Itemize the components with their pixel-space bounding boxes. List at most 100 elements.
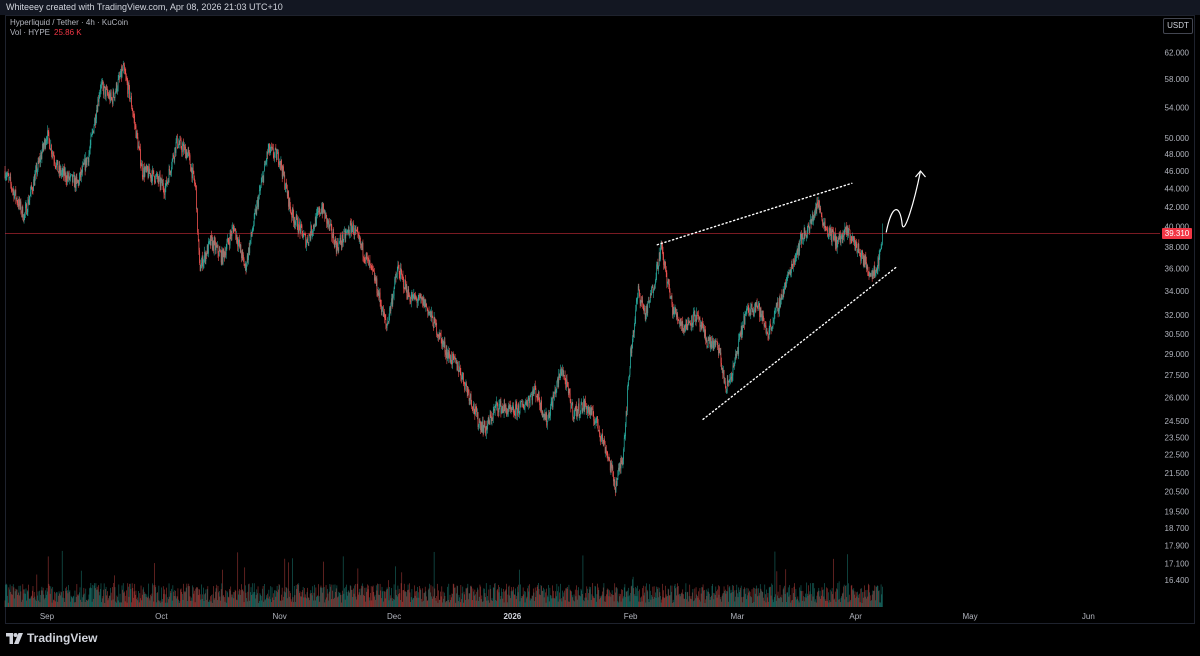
candle-body — [309, 235, 311, 238]
candle-body — [65, 172, 66, 178]
volume-bar — [199, 589, 200, 607]
candle-body — [587, 409, 588, 414]
candle-body — [514, 413, 516, 417]
footer — [0, 624, 1200, 656]
candle-body — [482, 421, 483, 432]
volume-bar — [374, 594, 376, 607]
candle-body — [295, 215, 297, 222]
candle-body — [305, 234, 307, 248]
candle-body — [437, 334, 439, 336]
time-tick-label: Feb — [624, 612, 638, 621]
volume-bar — [352, 596, 354, 607]
volume-bar — [466, 587, 468, 607]
candle-body — [341, 234, 343, 246]
volume-bar — [189, 586, 190, 607]
candle-body — [541, 412, 543, 414]
candle-body — [560, 369, 562, 375]
candle-body — [862, 250, 863, 256]
volume-bar — [215, 591, 216, 607]
candle-body — [430, 311, 432, 318]
volume-bar — [776, 571, 778, 607]
candle-body — [404, 280, 406, 290]
candle-body — [408, 296, 410, 297]
volume-bar — [231, 597, 233, 607]
volume-bar — [729, 586, 731, 607]
volume-bar — [159, 601, 160, 607]
candle-body — [630, 348, 631, 368]
volume-bar — [243, 602, 245, 607]
candle-body — [179, 139, 181, 145]
volume-bar — [854, 594, 855, 607]
candle-body — [542, 412, 544, 418]
volume-bar — [730, 593, 731, 607]
candle-body — [536, 395, 537, 397]
volume-bar — [543, 597, 545, 607]
candle-body — [650, 294, 652, 296]
volume-bar — [249, 600, 251, 607]
candle-body — [790, 272, 792, 274]
candle-body — [477, 412, 479, 428]
volume-bar — [794, 583, 795, 607]
volume-bar — [649, 590, 651, 607]
volume-bar — [833, 558, 834, 607]
candle-body — [625, 423, 626, 437]
volume-bar — [433, 551, 435, 607]
candle-body — [506, 411, 508, 416]
candle-body — [657, 262, 659, 270]
volume-bar — [710, 596, 712, 607]
candle-body — [50, 144, 52, 150]
candle-body — [808, 224, 809, 228]
candle-body — [340, 237, 342, 244]
candle-body — [454, 356, 456, 360]
volume-bar — [266, 597, 268, 607]
volume-bar — [410, 602, 411, 607]
volume-bar — [783, 587, 785, 607]
volume-bar — [667, 588, 669, 607]
candle-body — [537, 398, 539, 400]
volume-bar — [259, 593, 261, 607]
volume-bar — [393, 584, 395, 607]
candle-body — [318, 207, 320, 213]
candle-body — [418, 294, 420, 301]
volume-bar — [65, 588, 66, 607]
candle-body — [504, 403, 506, 408]
candle-body — [415, 296, 417, 298]
candle-body — [532, 389, 534, 395]
candle-body — [672, 304, 673, 316]
tradingview-logo[interactable]: TradingView — [6, 631, 97, 645]
candle-body — [392, 296, 394, 305]
candle-body — [161, 178, 162, 181]
volume-bar — [856, 596, 858, 607]
candle-body — [460, 371, 462, 378]
candle-body — [320, 212, 322, 214]
volume-bar — [646, 583, 647, 607]
volume-bar — [772, 584, 773, 607]
candle-body — [389, 307, 391, 311]
candle-body — [395, 276, 397, 278]
candle-body — [464, 383, 466, 390]
volume-bar — [148, 598, 150, 607]
volume-bar — [142, 589, 144, 607]
candle-body — [646, 305, 648, 314]
volume-bar — [577, 590, 579, 607]
candle-body — [438, 337, 440, 339]
volume-bar — [586, 586, 588, 607]
volume-bar — [496, 600, 497, 607]
volume-bar — [693, 600, 695, 607]
volume-bar — [99, 595, 101, 607]
currency-button[interactable]: USDT — [1163, 18, 1193, 34]
candle-body — [736, 352, 738, 357]
volume-bar — [350, 586, 352, 607]
candle-body — [62, 168, 64, 172]
volume-bar — [817, 590, 819, 607]
volume-bar — [498, 592, 500, 607]
volume-bar — [87, 600, 88, 607]
symbol-label[interactable]: Hyperliquid / Tether · 4h · KuCoin — [10, 18, 129, 27]
candle-body — [107, 93, 109, 95]
candle-body — [115, 83, 117, 92]
candle-body — [45, 139, 47, 143]
candle-body — [327, 219, 329, 225]
volume-bar — [34, 596, 36, 607]
volume-bar — [457, 586, 459, 607]
